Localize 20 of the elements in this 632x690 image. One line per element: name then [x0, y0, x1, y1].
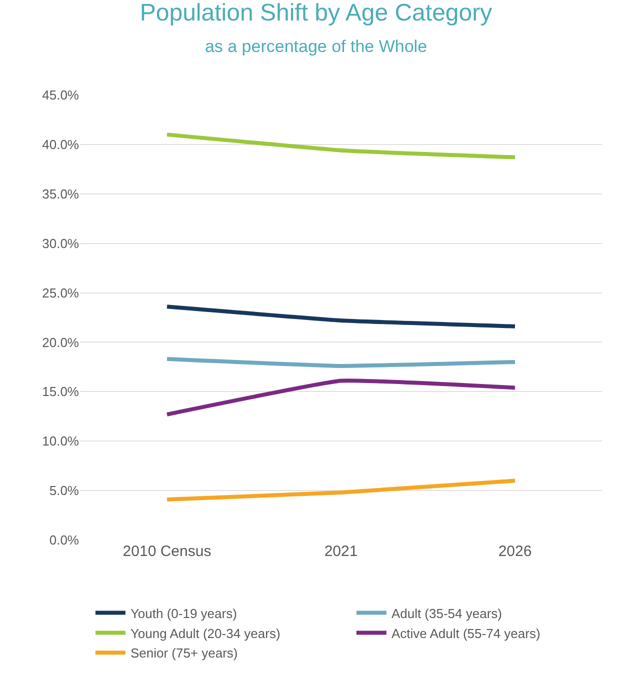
x-tick-label: 2026 — [498, 543, 532, 560]
y-tick-label: 5.0% — [49, 483, 80, 498]
y-tick-label: 40.0% — [42, 136, 80, 152]
legend-label: Active Adult (55-74 years) — [391, 626, 540, 641]
legend-label: Senior (75+ years) — [130, 646, 238, 661]
y-tick-label: 45.0% — [42, 88, 80, 103]
y-tick-label: 0.0% — [49, 532, 80, 548]
legend-label: Young Adult (20-34 years) — [130, 626, 280, 641]
y-tick-label: 35.0% — [42, 186, 80, 202]
y-tick-label: 15.0% — [42, 384, 80, 400]
y-tick-label: 30.0% — [42, 236, 80, 251]
x-tick-label: 2010 Census — [122, 543, 212, 560]
legend-label: Adult (35-54 years) — [391, 606, 502, 621]
x-tick-label: 2021 — [324, 543, 358, 560]
legend-label: Youth (0-19 years) — [130, 606, 237, 621]
chart-subtitle: as a percentage of the Whole — [204, 36, 428, 56]
chart-title: Population Shift by Age Category — [140, 0, 492, 27]
y-tick-label: 25.0% — [42, 285, 80, 300]
y-tick-label: 20.0% — [42, 334, 80, 350]
y-tick-label: 10.0% — [42, 434, 80, 449]
